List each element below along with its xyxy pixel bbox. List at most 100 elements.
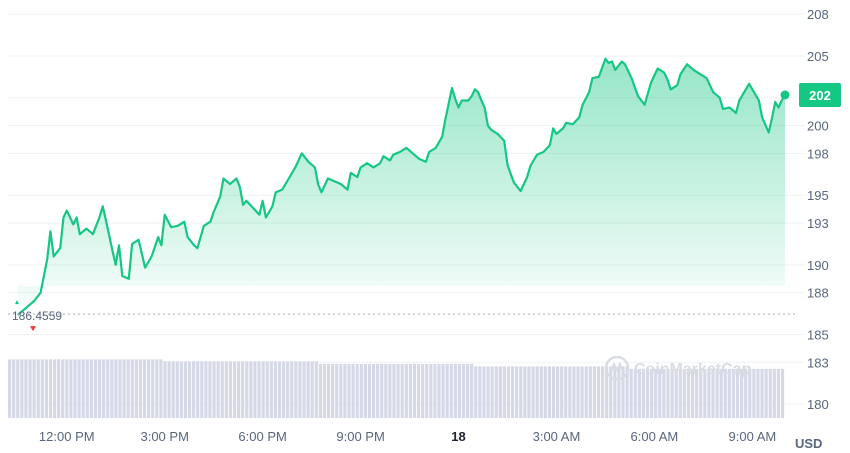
volume-bar: [600, 366, 605, 418]
volume-bar: [584, 366, 588, 418]
volume-bar: [114, 359, 118, 418]
volume-bar: [703, 368, 707, 418]
volume-bar: [707, 368, 711, 418]
currency-label: USD: [795, 436, 822, 451]
volume-bar: [523, 366, 527, 418]
y-tick-188: 188: [807, 286, 829, 301]
x-tick: 3:00 AM: [533, 429, 581, 444]
volume-bar: [572, 366, 576, 418]
volume-bar: [756, 368, 760, 418]
volume-bar: [740, 368, 744, 418]
volume-bar: [715, 368, 719, 418]
volume-bar: [474, 366, 478, 418]
volume-bar: [695, 368, 699, 418]
volume-bar: [371, 363, 376, 418]
y-axis: 180 183 185 188 190 193 195 198 200 202 205 208: [807, 7, 829, 412]
volume-bar: [81, 359, 85, 418]
volume-bar: [564, 366, 568, 418]
volume-bar: [605, 366, 609, 418]
volume-bar: [404, 363, 408, 418]
volume-bar: [216, 361, 220, 418]
volume-bar: [269, 361, 273, 418]
volume-bar: [12, 359, 16, 418]
volume-bar: [44, 359, 48, 418]
current-price-dot: [780, 90, 790, 100]
volume-bar: [147, 359, 151, 418]
volume-bar: [8, 359, 12, 418]
volume-bar: [298, 361, 302, 418]
y-tick-193: 193: [807, 216, 829, 231]
volume-bar: [89, 359, 93, 418]
y-tick-180: 180: [807, 397, 829, 412]
volume-bar: [286, 361, 290, 418]
volume-bar: [355, 363, 359, 418]
volume-bar: [110, 359, 114, 418]
volume-bar: [224, 361, 228, 418]
volume-bar: [735, 368, 740, 418]
volume-bar: [232, 361, 237, 418]
volume-bar: [85, 359, 89, 418]
volume-bar: [122, 359, 126, 418]
volume-bar: [617, 366, 621, 418]
volume-bar: [531, 366, 535, 418]
y-tick-198: 198: [807, 146, 829, 161]
volume-bar: [265, 361, 269, 418]
volume-bar: [637, 368, 641, 418]
volume-bar: [580, 366, 584, 418]
volume-bar: [478, 366, 482, 418]
watermark: CoinMarketCap: [604, 355, 752, 381]
volume-bar: [506, 366, 511, 418]
volume-bar: [253, 361, 257, 418]
volume-bar: [470, 363, 474, 418]
x-tick: 6:00 AM: [631, 429, 679, 444]
volume-bar: [621, 366, 625, 418]
x-tick: 9:00 PM: [336, 429, 384, 444]
volume-bar: [290, 361, 294, 418]
volume-bar: [625, 366, 629, 418]
volume-bar: [645, 368, 650, 418]
volume-bar: [445, 363, 449, 418]
volume-bar: [142, 359, 147, 418]
volume-bar: [453, 363, 457, 418]
volume-bar: [220, 361, 224, 418]
volume-bar: [727, 368, 731, 418]
volume-bar: [396, 363, 400, 418]
volume-bar: [212, 361, 216, 418]
up-tick-icon: [15, 300, 19, 305]
volume-bar: [441, 363, 445, 418]
volume-bar: [314, 361, 318, 418]
volume-bar: [73, 359, 77, 418]
volume-bar: [772, 368, 776, 418]
volume-bar: [57, 359, 61, 418]
current-price-label: 202: [809, 88, 831, 103]
volume-bar: [494, 366, 498, 418]
volume-bar: [748, 368, 752, 418]
volume-bar: [392, 363, 396, 418]
volume-bar: [433, 363, 437, 418]
volume-bar: [28, 359, 32, 418]
price-line: [17, 57, 786, 316]
volume-bar: [670, 368, 674, 418]
volume-bar: [780, 368, 785, 418]
volume-bar: [527, 366, 531, 418]
volume-bar: [130, 359, 134, 418]
open-price-marker: 186.4559: [8, 300, 795, 332]
volume-bar: [588, 366, 592, 418]
volume-bar: [502, 366, 507, 418]
volume-bar: [163, 361, 167, 418]
volume-bar: [408, 363, 412, 418]
volume-bar: [106, 359, 110, 418]
volume-bar: [519, 366, 523, 418]
volume-bar: [674, 368, 678, 418]
volume-bar: [686, 368, 691, 418]
volume-bar: [498, 366, 502, 418]
volume-bar: [192, 361, 196, 418]
watermark-logo-icon: [604, 355, 630, 381]
volume-bar: [343, 363, 347, 418]
x-tick: 18: [451, 429, 465, 444]
y-tick-208: 208: [807, 7, 829, 22]
volume-bar: [400, 363, 404, 418]
volume-bar: [335, 363, 339, 418]
volume-bar: [555, 366, 560, 418]
